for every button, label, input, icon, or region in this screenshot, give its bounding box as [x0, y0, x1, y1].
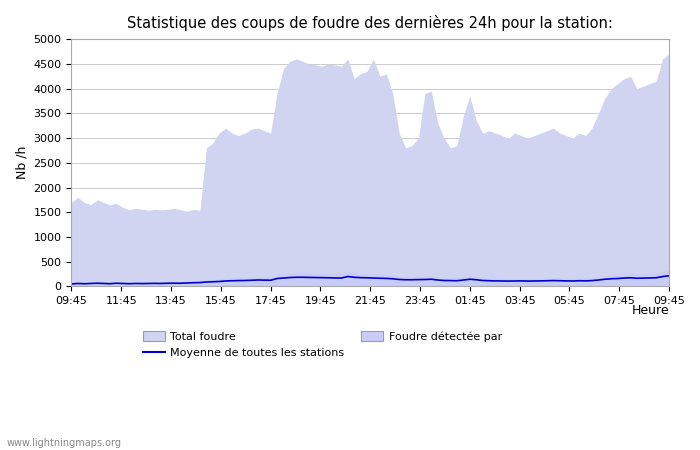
- Title: Statistique des coups de foudre des dernières 24h pour la station:: Statistique des coups de foudre des dern…: [127, 15, 613, 31]
- Legend: Total foudre, Moyenne de toutes les stations, Foudre détectée par: Total foudre, Moyenne de toutes les stat…: [138, 327, 507, 363]
- Y-axis label: Nb /h: Nb /h: [15, 146, 28, 180]
- Text: Heure: Heure: [631, 304, 669, 317]
- Text: www.lightningmaps.org: www.lightningmaps.org: [7, 438, 122, 448]
